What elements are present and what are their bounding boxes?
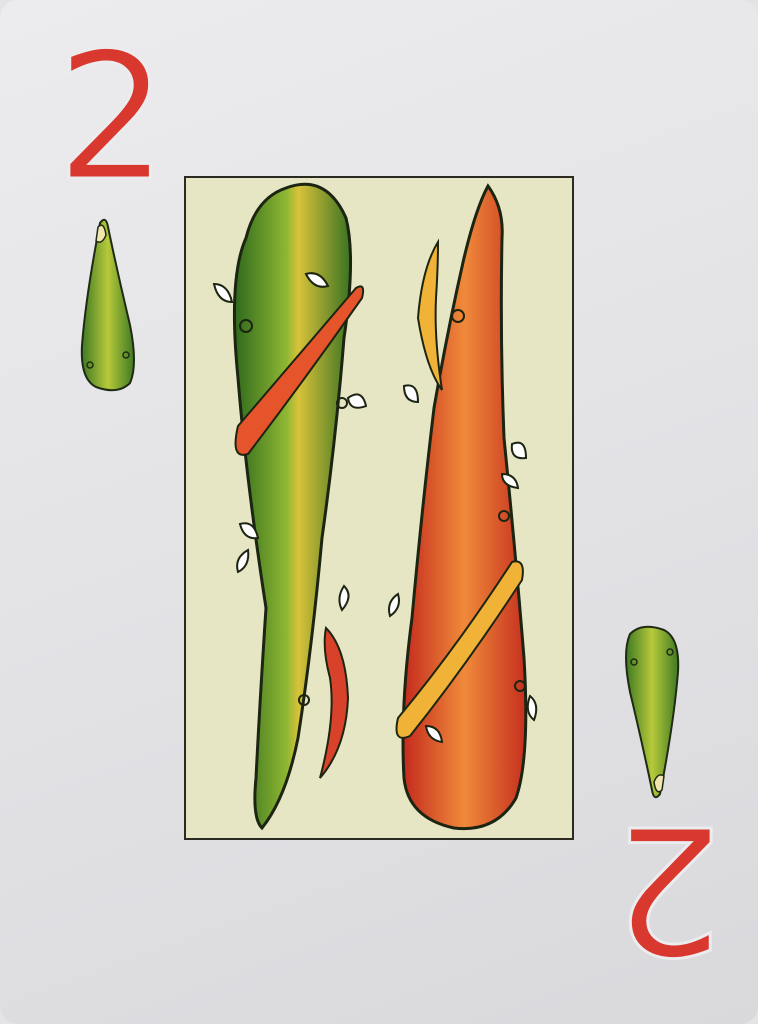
leaves — [212, 272, 538, 744]
red-club — [395, 183, 528, 831]
corner-suit-pip-top — [78, 215, 140, 395]
two-clubs-illustration — [212, 182, 538, 831]
club-baton-icon — [80, 218, 135, 392]
rank-top: 2 — [55, 15, 170, 220]
red-sliver — [319, 625, 350, 779]
club-baton-icon — [625, 625, 680, 799]
yellow-sliver — [416, 238, 443, 391]
rank-bottom: 2 — [611, 785, 726, 993]
corner-suit-pip-bottom — [620, 622, 682, 802]
green-club — [232, 182, 365, 831]
center-illustration-panel — [184, 176, 574, 840]
